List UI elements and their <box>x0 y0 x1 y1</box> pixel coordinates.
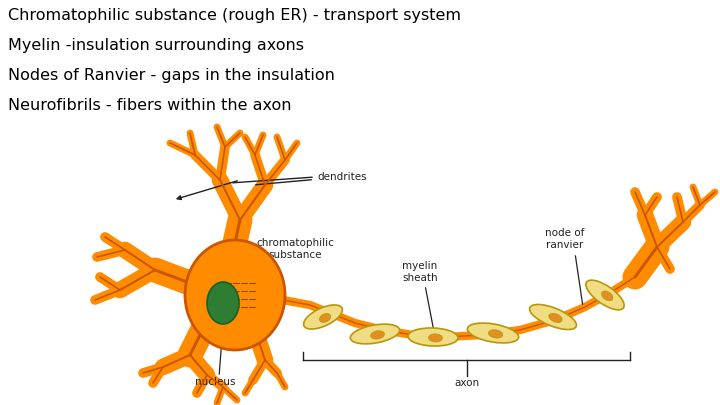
Text: myelin
sheath: myelin sheath <box>402 261 438 283</box>
Ellipse shape <box>549 313 562 322</box>
Text: Myelin -insulation surrounding axons: Myelin -insulation surrounding axons <box>8 38 304 53</box>
Text: dendrites: dendrites <box>256 172 366 185</box>
Ellipse shape <box>185 240 285 350</box>
Text: Neurofibrils - fibers within the axon: Neurofibrils - fibers within the axon <box>8 98 292 113</box>
Text: node of
ranvier: node of ranvier <box>545 228 585 250</box>
Text: axon: axon <box>454 378 479 388</box>
Ellipse shape <box>586 280 624 310</box>
Text: Nodes of Ranvier - gaps in the insulation: Nodes of Ranvier - gaps in the insulatio… <box>8 68 335 83</box>
Ellipse shape <box>602 291 613 301</box>
Ellipse shape <box>304 305 343 329</box>
Text: chromatophilic
substance: chromatophilic substance <box>256 239 334 260</box>
Text: nucleus: nucleus <box>194 377 235 387</box>
Ellipse shape <box>428 334 443 342</box>
Text: Chromatophilic substance (rough ER) - transport system: Chromatophilic substance (rough ER) - tr… <box>8 8 461 23</box>
Ellipse shape <box>467 323 518 343</box>
Ellipse shape <box>488 330 503 338</box>
Ellipse shape <box>320 313 330 322</box>
Ellipse shape <box>408 328 458 346</box>
Ellipse shape <box>351 324 400 344</box>
Ellipse shape <box>371 331 384 339</box>
Ellipse shape <box>207 282 239 324</box>
Ellipse shape <box>530 305 577 330</box>
